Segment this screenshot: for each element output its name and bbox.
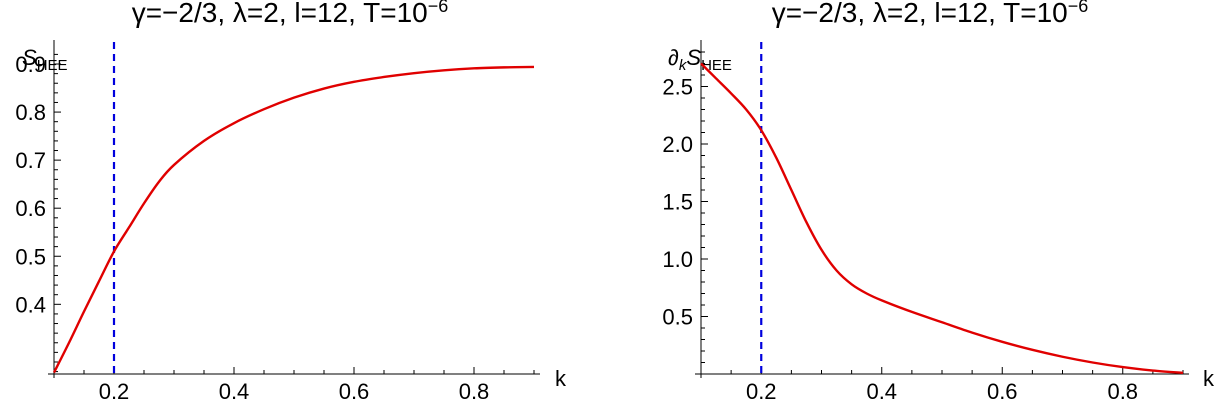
y-tick-label: 0.8 [15,100,46,125]
x-tick-label: 0.2 [746,379,777,404]
chart-title-main: γ=−2/3, λ=2, l=12, T=10 [132,0,428,28]
y-tick-label: 0.5 [662,305,693,330]
x-tick-label: 0.2 [99,379,130,404]
chart-title-main: γ=−2/3, λ=2, l=12, T=10 [772,0,1068,28]
chart-1: γ=−2/3, λ=2, l=12, T=10−6 SHEE k 0.2 0.4 0.6 0… [15,0,567,404]
y-tick-label: 2.0 [662,132,693,157]
y-tick-label: 0.7 [15,148,46,173]
y-axis-label-prefix-sub: k [679,57,688,74]
series-line [700,62,1184,375]
y-tick-label: 0.4 [15,292,46,317]
series-line [52,65,535,374]
x-tick-label: 0.4 [219,379,250,404]
y-axis-label-main: S [22,45,37,70]
y-axis-label-sub: HEE [701,57,732,74]
y-tick-label: 0.6 [15,196,46,221]
y-axis-label: ∂kSHEE [668,45,732,74]
chart-title-exponent: −6 [428,0,449,16]
x-tick-label: 0.8 [459,379,490,404]
y-tick-label: 2.5 [662,75,693,100]
y-axis-label: SHEE [22,45,68,74]
y-axis-label-prefix: ∂ [668,45,679,70]
y-tick-label: 0.5 [15,244,46,269]
y-tick-label: 0.9 [15,52,46,77]
chart-title: γ=−2/3, λ=2, l=12, T=10−6 [132,0,449,28]
chart-title: γ=−2/3, λ=2, l=12, T=10−6 [772,0,1089,28]
y-tick-label: 1.0 [662,247,693,272]
y-tick-label: 1.5 [662,190,693,215]
x-tick-label: 0.6 [339,379,370,404]
x-axis-label: k [555,366,567,391]
x-tick-label: 0.6 [987,379,1018,404]
chart-title-exponent: −6 [1068,0,1089,16]
x-axis-label: k [1203,366,1215,391]
x-tick-label: 0.8 [1107,379,1138,404]
x-tick-label: 0.4 [866,379,897,404]
y-axis-label-sub: HEE [37,57,68,74]
y-axis-label-main: S [686,45,701,70]
